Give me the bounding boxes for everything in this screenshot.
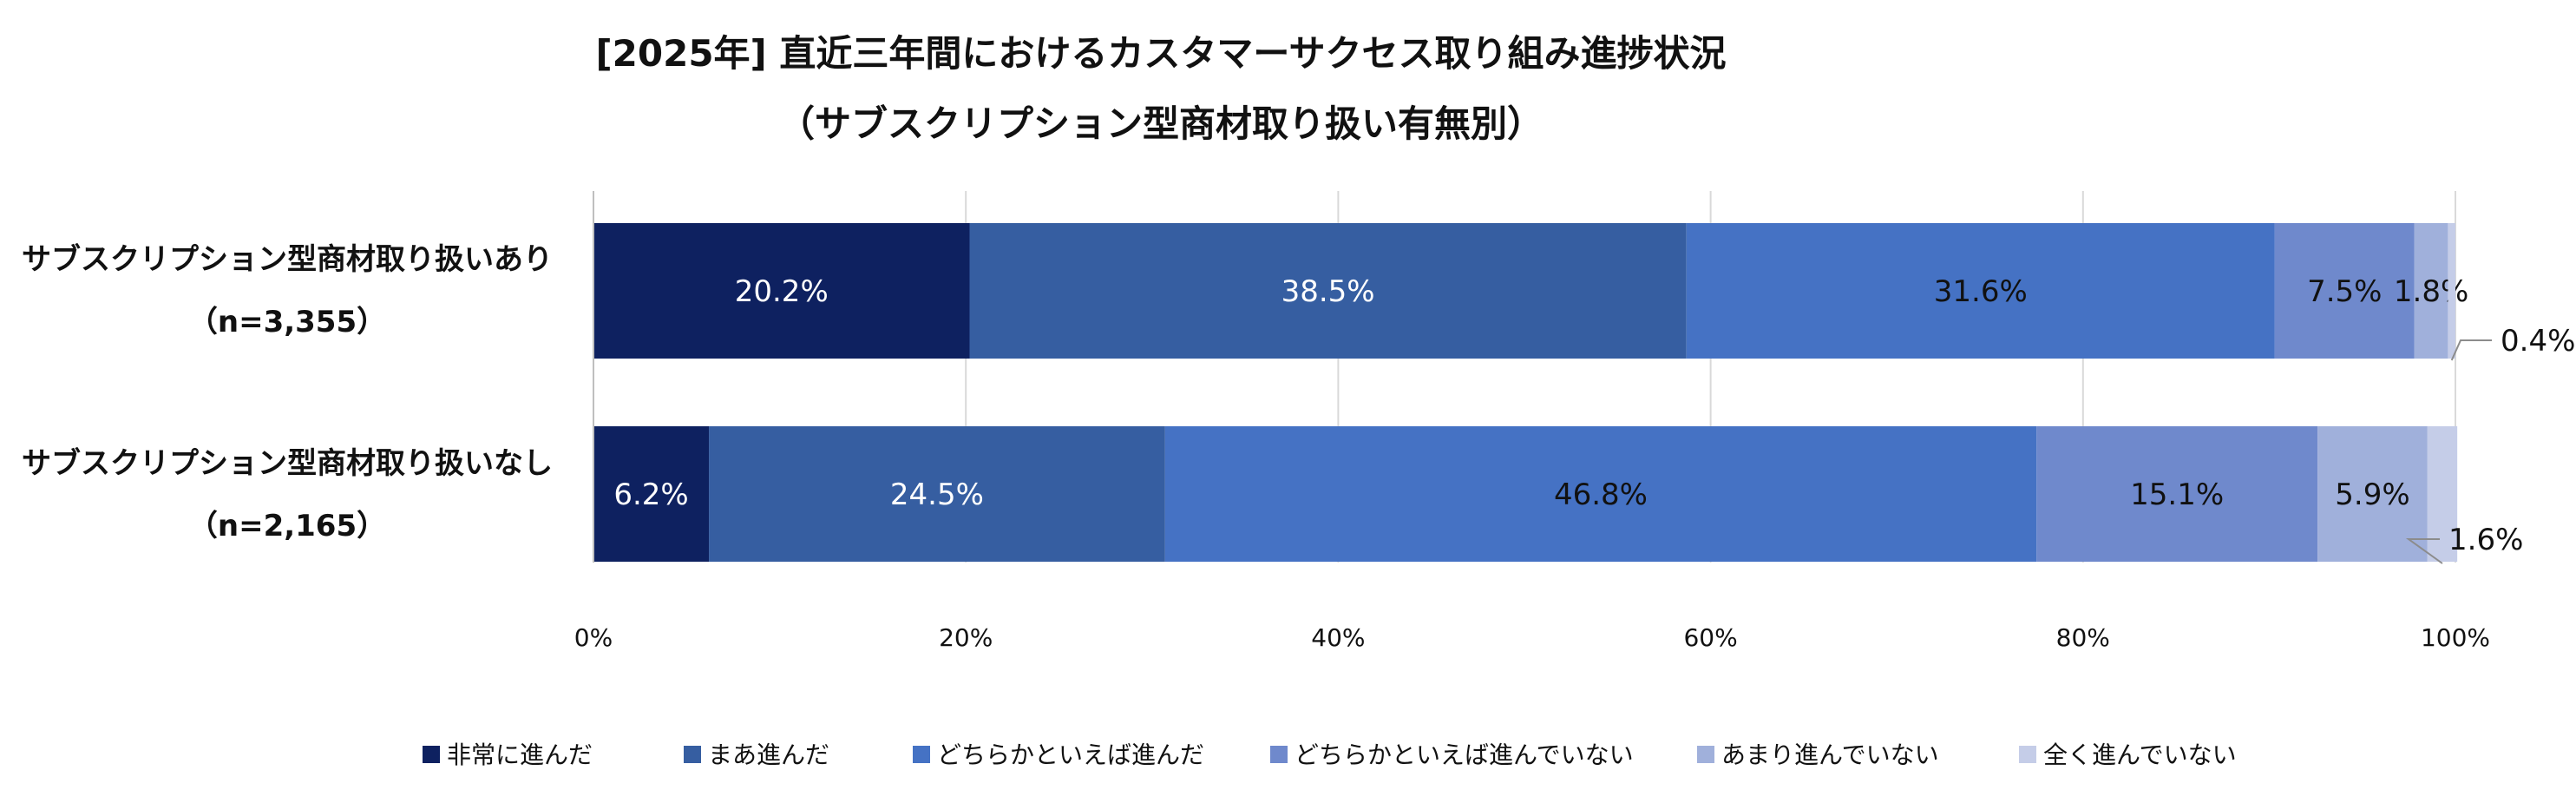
- legend-label: 非常に進んだ: [447, 741, 593, 769]
- bar-segment: [969, 223, 1687, 359]
- legend-swatch: [913, 746, 930, 763]
- bar-segment: [709, 426, 1165, 562]
- category-count: （n=3,355）: [188, 305, 386, 339]
- x-tick-label: 40%: [1311, 623, 1365, 652]
- data-label: 1.6%: [2448, 523, 2523, 557]
- data-label: 0.4%: [2501, 324, 2575, 359]
- bar-segment: [2414, 223, 2448, 359]
- bar-segment: [593, 223, 970, 359]
- legend-swatch: [684, 746, 701, 763]
- legend: 非常に進んだ まあ進んだ どちらかといえば進んだ どちらかといえば進んでいない あまり進…: [423, 741, 2237, 769]
- data-label: 1.8%: [2394, 274, 2468, 309]
- bar-segment: [1686, 223, 2275, 359]
- legend-swatch: [1270, 746, 1288, 763]
- legend-label: まあ進んだ: [708, 741, 829, 769]
- legend-label: あまり進んでいない: [1721, 741, 1939, 769]
- data-label: 24.5%: [890, 477, 984, 512]
- legend-swatch: [2019, 746, 2036, 763]
- data-label: 6.2%: [613, 477, 688, 512]
- bars: 20.2% 38.5% 31.6% 7.5% 1.8% 0.4% 6.2% 24.5% 46.8…: [593, 191, 2575, 564]
- legend-label: どちらかといえば進んだ: [937, 741, 1204, 769]
- category-label: サブスクリプション型商材取り扱いなし: [22, 446, 553, 481]
- bar-segment: [2274, 223, 2415, 359]
- x-tick-label: 20%: [939, 623, 993, 652]
- category-label: サブスクリプション型商材取り扱いあり: [22, 242, 553, 277]
- data-label: 38.5%: [1281, 274, 1375, 309]
- x-tick-label: 0%: [574, 623, 613, 652]
- legend-swatch: [1697, 746, 1714, 763]
- chart-title: [2025年] 直近三年間におけるカスタマーサクセス取り組み進捗状況: [595, 32, 1726, 75]
- bar-segment: [593, 426, 710, 562]
- x-tick-label: 60%: [1683, 623, 1737, 652]
- x-tick-label: 80%: [2056, 623, 2110, 652]
- data-label: 31.6%: [1934, 274, 2028, 309]
- data-label: 20.2%: [735, 274, 829, 309]
- category-count: （n=2,165）: [188, 509, 386, 543]
- bar-segment: [2448, 223, 2455, 359]
- bar-segment: [2036, 426, 2318, 562]
- x-axis-ticks: 0% 20% 40% 60% 80% 100%: [574, 623, 2490, 652]
- category-labels: サブスクリプション型商材取り扱いあり （n=3,355） サブスクリプション型商材取…: [22, 242, 553, 543]
- data-label: 46.8%: [1554, 477, 1648, 512]
- data-label: 7.5%: [2307, 274, 2382, 309]
- legend-label: 全く進んでいない: [2043, 741, 2237, 769]
- data-label: 5.9%: [2335, 477, 2409, 512]
- legend-swatch: [423, 746, 440, 763]
- data-label: 15.1%: [2130, 477, 2224, 512]
- chart-subtitle: （サブスクリプション型商材取り扱い有無別）: [778, 102, 1544, 145]
- x-tick-label: 100%: [2421, 623, 2490, 652]
- bar-segment: [1164, 426, 2037, 562]
- legend-label: どちらかといえば進んでいない: [1295, 741, 1634, 769]
- leader-line: [2450, 339, 2492, 361]
- leader-line: [2405, 538, 2443, 564]
